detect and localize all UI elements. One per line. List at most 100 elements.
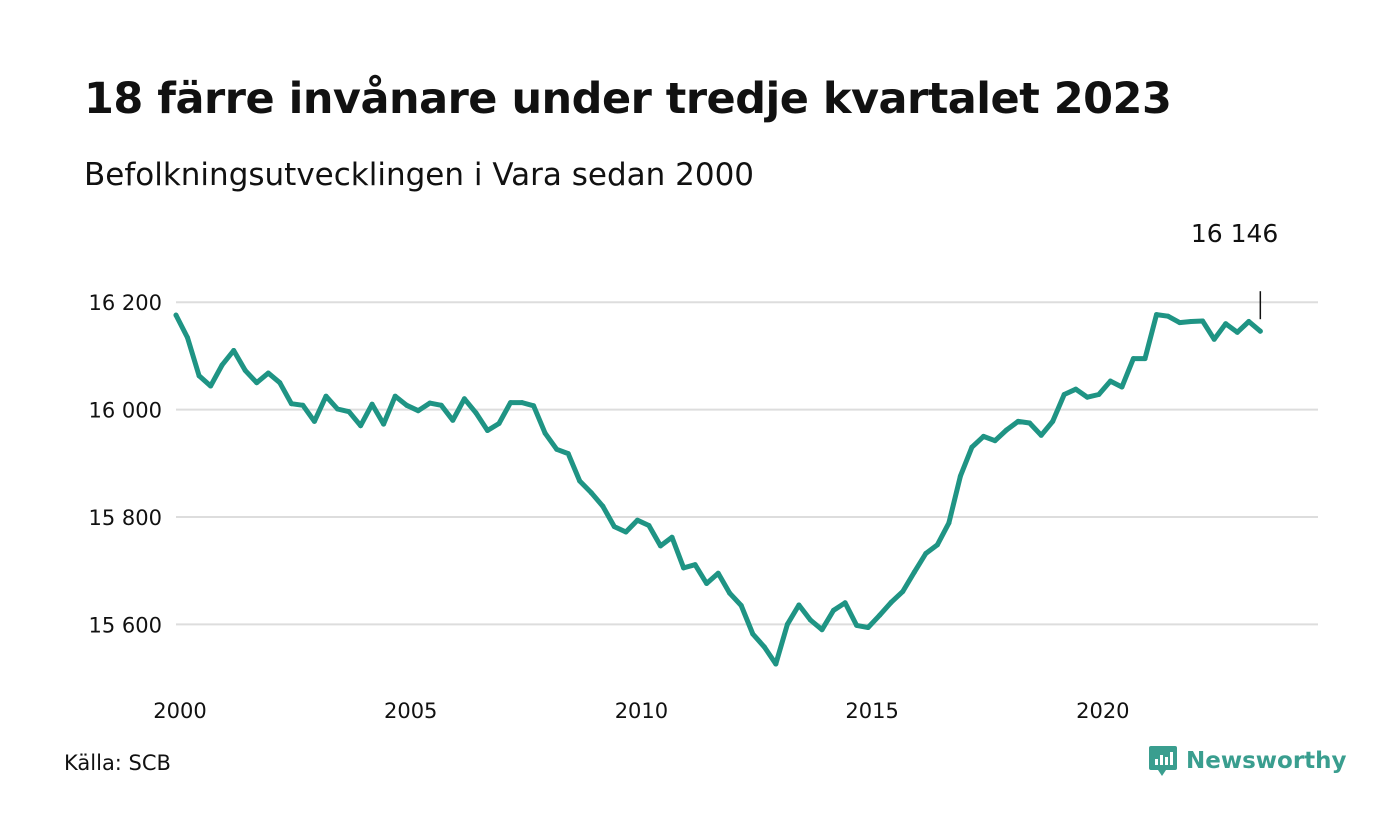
data-point [519,400,525,406]
annotation-label: 16 146 [1191,219,1278,248]
data-point [681,565,687,571]
data-point [323,393,329,399]
x-tick-label: 2010 [615,699,668,723]
chart-subtitle: Befolkningsutvecklingen i Vara sedan 200… [84,157,755,193]
data-point [173,312,179,318]
y-tick-label: 16 200 [89,291,162,315]
data-point [981,433,986,439]
y-tick-label: 15 600 [89,613,162,637]
data-point [542,430,548,436]
data-point [392,393,398,399]
data-point [300,402,306,408]
last-value-annotation: 16 146 [1191,219,1278,320]
x-tick-label: 2020 [1076,699,1129,723]
data-point [219,362,225,368]
data-point [277,380,283,386]
data-point [750,631,756,637]
data-point [923,551,929,556]
data-point [1234,329,1240,335]
data-point [658,543,663,549]
data-point [1004,427,1009,433]
data-point [254,380,260,386]
data-point [888,599,894,605]
x-tick-label: 2015 [845,699,898,723]
data-point [1015,418,1021,424]
data-point [669,534,675,540]
data-point [900,589,906,595]
data-point [508,400,513,406]
data-point [715,570,721,576]
data-point [611,524,617,530]
data-point [992,438,998,444]
data-point [335,406,340,412]
data-point [1142,356,1148,362]
data-point [957,473,963,479]
data-point [438,402,444,408]
data-point [415,408,421,414]
data-point [692,562,698,568]
data-point [854,622,860,628]
data-point [831,607,836,613]
data-point [646,523,652,528]
data-point [565,451,571,457]
data-point [554,446,560,452]
data-point [969,444,975,450]
data-point [796,602,802,608]
data-point [196,373,202,379]
data-point [381,421,387,427]
data-point [208,383,214,389]
data-point [346,409,352,415]
data-point [369,401,375,407]
data-point [1257,328,1263,334]
data-point [865,625,871,630]
source-label: Källa: SCB [64,751,171,775]
data-point [1154,312,1159,318]
data-point [761,644,767,650]
x-tick-label: 2000 [153,699,206,723]
data-point [427,400,433,406]
data-point [1211,336,1217,342]
data-point [358,423,364,429]
data-point [404,402,410,408]
data-point [877,612,883,618]
x-tick-label: 2005 [384,699,437,723]
data-point [1096,392,1102,397]
data-point [600,503,606,509]
data-point [311,418,317,424]
data-point [1073,386,1079,392]
line-chart: 15 600 15 800 16 000 16 200 2000 2005 2010 201… [89,219,1318,723]
data-point [1177,320,1183,326]
data-point [577,478,583,484]
data-point [1027,420,1033,426]
data-point [485,428,490,433]
data-point [242,367,248,373]
data-point [1119,384,1125,390]
data-point [807,617,813,623]
data-point [727,590,733,596]
population-series-line [173,312,1263,667]
data-point [819,627,825,633]
data-point [1107,378,1113,384]
data-point [531,403,537,409]
data-point [934,542,940,548]
chart-title: 18 färre invånare under tredje kvartalet… [84,74,1172,124]
data-point [231,348,237,353]
data-point [1061,392,1067,397]
data-point [738,603,744,608]
data-point [461,396,467,402]
data-point [911,569,917,575]
data-point [1223,321,1229,327]
data-point [1165,313,1171,319]
data-point [704,581,710,586]
data-point [1200,318,1206,324]
data-point [496,421,502,426]
data-point [623,529,629,535]
data-point [946,520,952,526]
x-axis-ticks: 2000 2005 2010 2015 2020 [153,699,1129,723]
data-point [784,621,790,627]
brand-name: Newsworthy [1186,748,1347,774]
data-point [1050,418,1056,424]
data-point [773,661,779,667]
data-point [1038,432,1044,438]
data-point [1130,356,1136,362]
